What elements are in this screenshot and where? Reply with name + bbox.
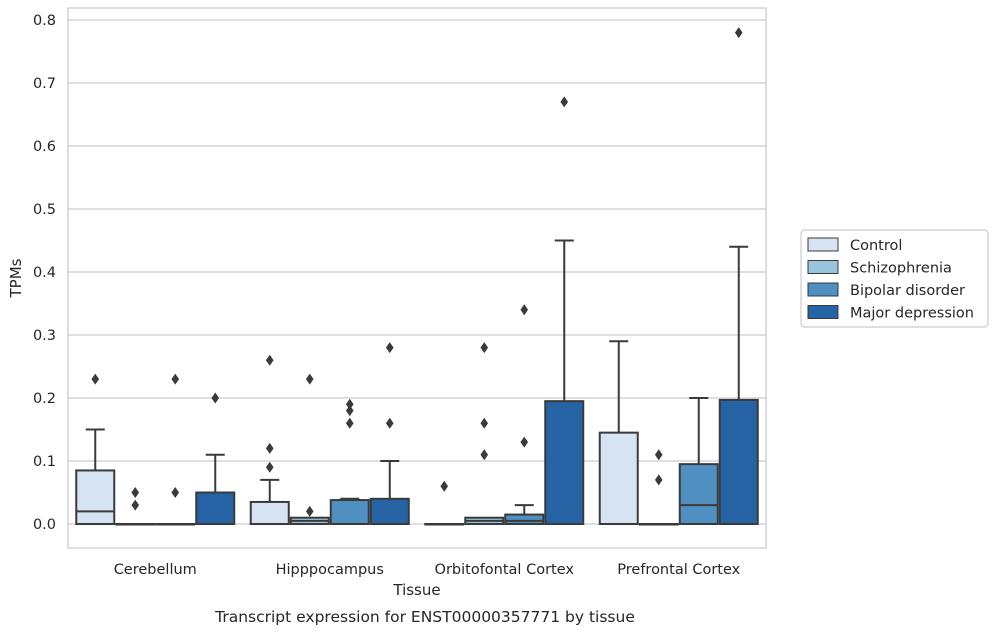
legend-box xyxy=(800,229,989,328)
outlier-point xyxy=(654,449,663,461)
box xyxy=(369,497,410,525)
outlier-point xyxy=(265,442,274,454)
box-control xyxy=(75,373,116,526)
box-bipolar-disorder xyxy=(504,304,545,525)
box xyxy=(195,491,236,525)
legend-label: Bipolar disorder xyxy=(850,283,965,299)
y-tick-label: 0.3 xyxy=(33,328,56,344)
y-tick-label: 0.0 xyxy=(33,517,56,533)
x-tick-label: Cerebellum xyxy=(114,562,197,578)
box xyxy=(504,513,545,525)
box-major-depression xyxy=(544,96,585,525)
outlier-point xyxy=(345,405,354,417)
x-tick-label: Orbitofontal Cortex xyxy=(435,562,575,578)
outlier-point xyxy=(734,27,743,39)
outlier-point xyxy=(385,342,394,354)
x-tick-label: Hipppocampus xyxy=(276,562,384,578)
box xyxy=(329,499,370,525)
y-tick-label: 0.8 xyxy=(33,13,56,29)
y-tick-label: 0.2 xyxy=(33,391,56,407)
outlier-point xyxy=(265,461,274,473)
box xyxy=(718,398,759,526)
y-tick-label: 0.5 xyxy=(33,202,56,218)
outlier-point xyxy=(520,436,529,448)
box xyxy=(249,500,290,526)
outlier-point xyxy=(440,480,449,492)
box xyxy=(598,431,639,525)
outlier-point xyxy=(131,499,140,511)
box-schizophrenia xyxy=(464,342,505,526)
outlier-point xyxy=(520,304,529,316)
outlier-point xyxy=(560,96,569,108)
box-major-depression xyxy=(718,27,759,526)
legend-label: Control xyxy=(850,238,902,254)
legend-swatch xyxy=(807,260,839,274)
box-control xyxy=(249,354,290,526)
outlier-point xyxy=(305,505,314,517)
plot-frame xyxy=(67,7,767,549)
outlier-point xyxy=(211,392,220,404)
chart-caption: Transcript expression for ENST0000035777… xyxy=(214,608,635,626)
outlier-point xyxy=(305,373,314,385)
box-bipolar-disorder xyxy=(155,373,196,526)
box xyxy=(544,400,585,525)
legend-label: Major depression xyxy=(850,306,974,322)
outlier-point xyxy=(265,354,274,366)
outlier-point xyxy=(345,398,354,410)
outlier-point xyxy=(171,373,180,385)
box xyxy=(75,469,116,526)
outlier-point xyxy=(654,474,663,486)
y-tick-label: 0.1 xyxy=(33,454,56,470)
outlier-point xyxy=(345,417,354,429)
legend-swatch xyxy=(807,305,839,319)
y-tick-label: 0.7 xyxy=(33,76,56,92)
box xyxy=(678,463,719,525)
outlier-point xyxy=(171,487,180,498)
outlier-point xyxy=(91,373,100,385)
y-axis-label: TPMs xyxy=(7,258,25,298)
y-tick-label: 0.6 xyxy=(33,139,56,155)
y-tick-label: 0.4 xyxy=(33,265,56,281)
legend-swatch xyxy=(807,237,839,252)
box-bipolar-disorder xyxy=(678,397,719,525)
x-axis-label: Tissue xyxy=(392,581,440,599)
legend-label: Schizophrenia xyxy=(850,261,952,277)
outlier-point xyxy=(131,487,140,498)
outlier-point xyxy=(480,417,489,429)
box-control xyxy=(598,340,639,525)
box-bipolar-disorder xyxy=(329,398,370,525)
outlier-point xyxy=(385,417,394,429)
box-schizophrenia xyxy=(638,449,679,526)
box-schizophrenia xyxy=(289,373,330,526)
box-control xyxy=(424,480,465,526)
box-major-depression xyxy=(195,392,236,525)
legend: Control Schizophrenia Bipolar disorder Majo… xyxy=(800,229,989,328)
legend-swatch xyxy=(807,282,839,297)
outlier-point xyxy=(480,342,489,354)
x-tick-label: Prefrontal Cortex xyxy=(617,562,740,578)
box-schizophrenia xyxy=(115,487,156,526)
box-major-depression xyxy=(369,342,410,525)
outlier-point xyxy=(480,449,489,461)
